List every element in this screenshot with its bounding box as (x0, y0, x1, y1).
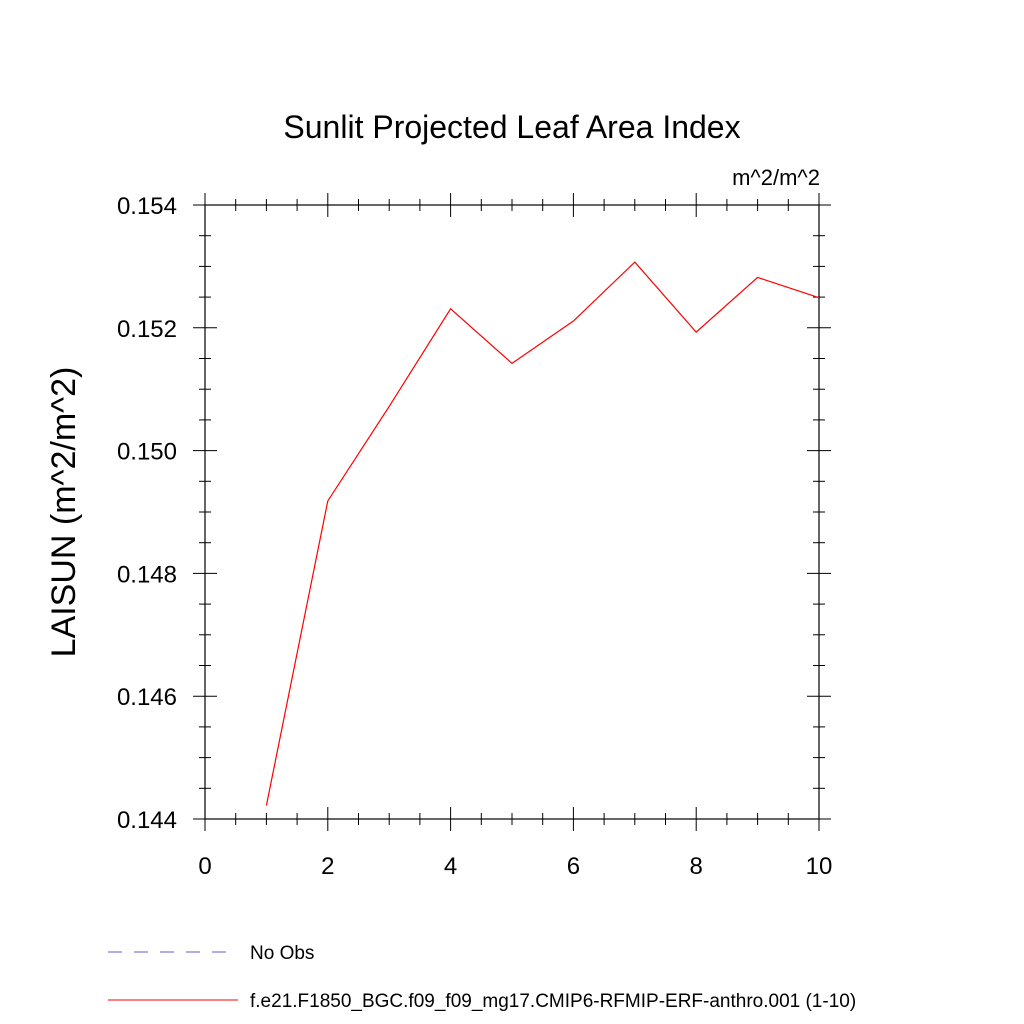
x-tick-label: 6 (567, 853, 580, 880)
y-tick-label: 0.152 (117, 316, 177, 343)
major-ticks (193, 193, 831, 831)
y-tick-label: 0.146 (117, 684, 177, 711)
x-tick-label: 8 (690, 853, 703, 880)
y-tick-label: 0.154 (117, 193, 177, 220)
units-label: m^2/m^2 (732, 165, 820, 190)
x-tick-labels: 0 2 4 6 8 10 (198, 853, 832, 880)
series-lines (265, 261, 820, 806)
x-tick-label: 10 (806, 853, 833, 880)
x-tick-label: 2 (321, 853, 334, 880)
chart-title: Sunlit Projected Leaf Area Index (283, 109, 740, 145)
plot-frame (204, 204, 820, 820)
y-tick-label: 0.144 (117, 807, 177, 834)
y-axis-label: LAISUN (m^2/m^2) (45, 367, 83, 658)
series-line-1 (265, 261, 820, 806)
x-tick-label: 4 (444, 853, 457, 880)
legend: No Obs f.e21.F1850_BGC.f09_f09_mg17.CMIP6… (108, 943, 856, 1012)
y-tick-label: 0.148 (117, 561, 177, 588)
x-tick-label: 0 (198, 853, 211, 880)
y-tick-labels: 0.144 0.146 0.148 0.150 0.152 0.154 (117, 193, 177, 834)
legend-label-0: No Obs (250, 943, 314, 964)
minor-ticks (199, 199, 825, 825)
legend-label-1: f.e21.F1850_BGC.f09_f09_mg17.CMIP6-RFMIP… (250, 991, 856, 1012)
y-tick-label: 0.150 (117, 439, 177, 466)
